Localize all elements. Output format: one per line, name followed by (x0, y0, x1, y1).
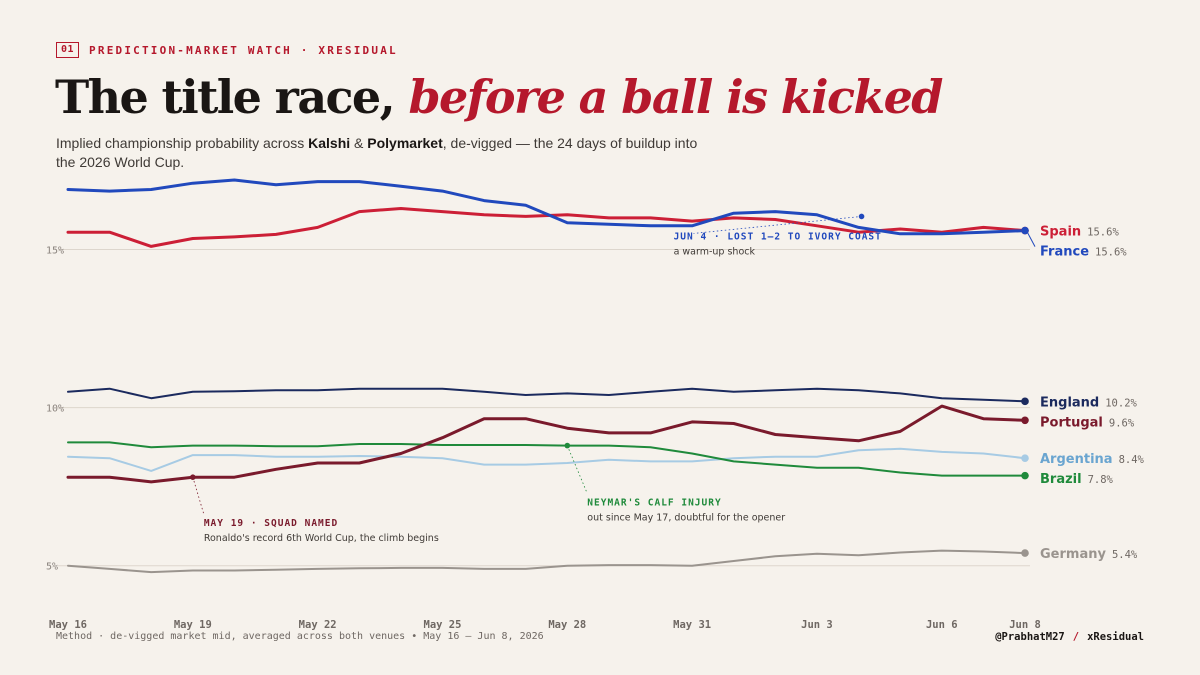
end-leader-france (1026, 231, 1036, 247)
annotation-leader (566, 445, 588, 494)
subtitle-amp: & (350, 135, 368, 151)
series-line-france (66, 178, 1027, 236)
series-name-spain: Spain (1040, 225, 1081, 240)
series-name-germany: Germany (1040, 547, 1106, 562)
x-tick-label: May 31 (673, 619, 711, 631)
credits: @PrabhatM27 / xResidual (995, 631, 1144, 643)
x-tick-label: May 22 (299, 619, 337, 631)
series-value-germany: 5.4% (1112, 549, 1138, 561)
section-number: 01 (56, 42, 80, 58)
x-tick-label: May 25 (424, 619, 462, 631)
method-note: Method · de-vigged market mid, averaged … (56, 631, 544, 642)
series-line-england (67, 387, 1026, 403)
series-value-spain: 15.6% (1087, 227, 1119, 239)
annotation-title: JUN 4 · LOST 1–2 TO IVORY COAST (674, 231, 882, 242)
subtitle-post: , de-vigged — the 24 days of buildup int… (56, 135, 698, 170)
x-tick-label: May 19 (174, 619, 212, 631)
series-name-portugal: Portugal (1040, 415, 1103, 430)
series-name-brazil: Brazil (1040, 472, 1082, 487)
series-name-england: England (1040, 395, 1099, 410)
page-title: The title race, before a ball is kicked (55, 70, 943, 124)
subtitle-kalshi: Kalshi (308, 135, 351, 151)
end-dot-brazil (1021, 471, 1029, 480)
annotation-note: a warm-up shock (674, 246, 756, 257)
annotation-dot (190, 474, 196, 481)
series-line-argentina (67, 447, 1026, 472)
annotation-title: MAY 19 · SQUAD NAMED (204, 518, 338, 529)
subtitle-pre: Implied championship probability across (56, 135, 309, 151)
series-value-argentina: 8.4% (1119, 454, 1145, 466)
subtitle-polymarket: Polymarket (367, 135, 443, 151)
x-tick-label: Jun 3 (801, 619, 833, 631)
annotation-note: Ronaldo's record 6th World Cup, the clim… (204, 533, 439, 544)
series-value-brazil: 7.8% (1088, 474, 1114, 486)
series-value-france: 15.6% (1095, 247, 1127, 259)
series-value-england: 10.2% (1105, 397, 1137, 409)
end-dot-argentina (1021, 454, 1029, 463)
x-tick-label: Jun 6 (926, 619, 958, 631)
annotation-note: out since May 17, doubtful for the opene… (587, 513, 785, 524)
annotation-dot (858, 213, 865, 220)
annotation-leader (693, 216, 862, 234)
series-name-france: France (1040, 245, 1089, 260)
series-name-argentina: Argentina (1040, 452, 1113, 467)
author-handle: @PrabhatM27 (995, 631, 1065, 643)
annotation-title: NEYMAR'S CALF INJURY (587, 498, 721, 509)
y-tick-label: 10% (46, 404, 64, 415)
end-dot-portugal (1021, 416, 1029, 425)
series-line-portugal (66, 404, 1027, 484)
credit-separator: / (1072, 631, 1080, 643)
annotation-dot (564, 442, 571, 449)
subtitle: Implied championship probability across … (56, 134, 716, 172)
series-value-portugal: 9.6% (1109, 417, 1135, 429)
x-tick-label: May 28 (548, 619, 586, 631)
end-dot-germany (1021, 549, 1029, 557)
title-accent: before a ball is kicked (408, 70, 943, 124)
y-tick-label: 15% (46, 246, 64, 257)
series-line-germany (67, 549, 1026, 574)
end-dot-england (1021, 397, 1029, 406)
brand-name: xResidual (1087, 631, 1144, 643)
series-line-brazil (67, 441, 1026, 477)
kicker-text: PREDICTION-MARKET WATCH · XRESIDUAL (89, 43, 398, 57)
end-dot-france (1021, 226, 1029, 235)
annotation-leader (192, 477, 205, 515)
x-tick-label: May 16 (49, 619, 87, 631)
y-tick-label: 5% (46, 562, 58, 573)
title-main: The title race, (55, 70, 409, 124)
x-tick-label: Jun 8 (1009, 619, 1041, 631)
kicker: 01 PREDICTION-MARKET WATCH · XRESIDUAL (56, 42, 398, 58)
